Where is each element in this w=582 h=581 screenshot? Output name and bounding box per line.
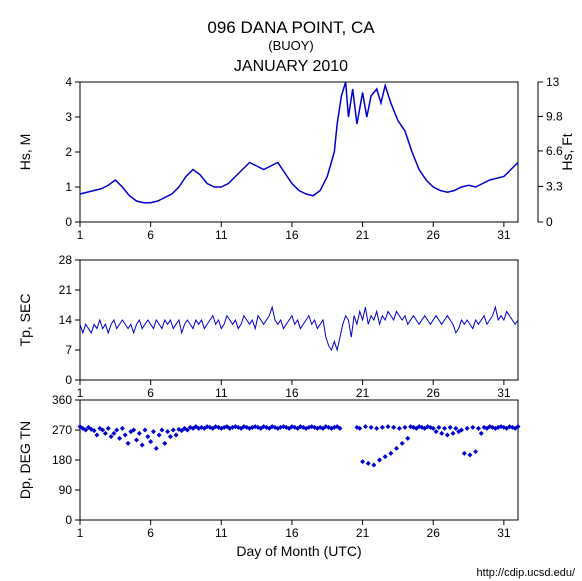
station-title: 096 DANA POINT, CA (0, 18, 582, 38)
svg-text:0: 0 (65, 513, 72, 527)
svg-text:Dp, DEG TN: Dp, DEG TN (17, 421, 33, 499)
svg-text:31: 31 (497, 526, 511, 540)
chart-container: 096 DANA POINT, CA (BUOY) JANUARY 2010 0… (0, 0, 582, 581)
svg-text:16: 16 (285, 386, 299, 400)
svg-text:360: 360 (52, 393, 72, 407)
svg-text:13: 13 (546, 75, 560, 89)
svg-text:1: 1 (65, 180, 72, 194)
plot-area: 01234Hs, M03.36.69.813Hs, Ft161116212631… (0, 0, 582, 581)
svg-text:26: 26 (427, 386, 441, 400)
svg-text:16: 16 (285, 526, 299, 540)
svg-text:1: 1 (77, 228, 84, 242)
svg-text:3.3: 3.3 (546, 179, 563, 193)
svg-text:26: 26 (427, 526, 441, 540)
svg-text:31: 31 (497, 386, 511, 400)
svg-text:2: 2 (65, 145, 72, 159)
svg-text:21: 21 (356, 228, 370, 242)
svg-text:3: 3 (65, 110, 72, 124)
svg-text:11: 11 (215, 386, 228, 400)
svg-text:16: 16 (285, 228, 299, 242)
svg-text:Day of Month (UTC): Day of Month (UTC) (236, 543, 361, 559)
svg-text:11: 11 (215, 526, 228, 540)
svg-text:0: 0 (65, 373, 72, 387)
svg-text:1: 1 (77, 386, 84, 400)
svg-text:7: 7 (65, 343, 72, 357)
svg-text:21: 21 (356, 526, 370, 540)
svg-text:0: 0 (546, 215, 553, 229)
station-subtitle: (BUOY) (0, 38, 582, 53)
svg-text:Tp, SEC: Tp, SEC (17, 294, 33, 347)
svg-text:1: 1 (77, 526, 84, 540)
svg-text:14: 14 (59, 313, 73, 327)
svg-text:21: 21 (356, 386, 370, 400)
svg-text:6: 6 (147, 228, 154, 242)
svg-text:Hs, M: Hs, M (17, 134, 33, 171)
svg-text:6: 6 (147, 386, 154, 400)
svg-text:31: 31 (497, 228, 511, 242)
period-title: JANUARY 2010 (0, 58, 582, 76)
svg-text:Hs, Ft: Hs, Ft (559, 133, 575, 170)
svg-text:0: 0 (65, 215, 72, 229)
svg-text:21: 21 (59, 283, 73, 297)
svg-text:11: 11 (215, 228, 228, 242)
svg-text:9.8: 9.8 (546, 109, 563, 123)
svg-text:180: 180 (52, 453, 72, 467)
svg-text:90: 90 (59, 483, 73, 497)
svg-text:28: 28 (59, 253, 73, 267)
svg-text:270: 270 (52, 423, 72, 437)
svg-text:26: 26 (427, 228, 441, 242)
svg-text:6: 6 (147, 526, 154, 540)
svg-text:http://cdip.ucsd.edu/: http://cdip.ucsd.edu/ (477, 567, 576, 579)
svg-text:4: 4 (65, 75, 72, 89)
